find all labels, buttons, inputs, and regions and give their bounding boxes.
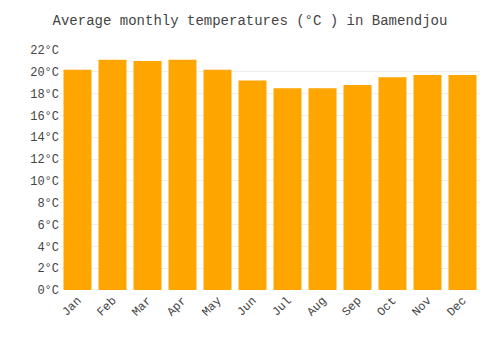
svg-text:Jun: Jun — [234, 294, 259, 319]
svg-text:Nov: Nov — [409, 294, 434, 319]
svg-text:8°C: 8°C — [37, 197, 59, 211]
svg-text:Sep: Sep — [339, 294, 364, 319]
svg-text:Apr: Apr — [164, 294, 189, 319]
svg-text:Feb: Feb — [94, 294, 119, 319]
svg-text:10°C: 10°C — [30, 175, 59, 189]
svg-text:0°C: 0°C — [37, 284, 59, 298]
svg-text:14°C: 14°C — [30, 131, 59, 145]
svg-text:May: May — [199, 294, 224, 319]
svg-text:Average monthly temperatures (: Average monthly temperatures (°C ) in Ba… — [53, 13, 448, 29]
svg-text:Jul: Jul — [269, 294, 294, 319]
svg-text:Mar: Mar — [129, 294, 154, 319]
svg-text:22°C: 22°C — [30, 44, 59, 58]
svg-text:18°C: 18°C — [30, 88, 59, 102]
svg-text:Jan: Jan — [59, 294, 84, 319]
svg-text:Dec: Dec — [444, 294, 469, 319]
svg-text:16°C: 16°C — [30, 110, 59, 124]
svg-text:20°C: 20°C — [30, 66, 59, 80]
svg-text:Oct: Oct — [374, 294, 399, 319]
svg-text:6°C: 6°C — [37, 219, 59, 233]
svg-text:2°C: 2°C — [37, 262, 59, 276]
svg-text:4°C: 4°C — [37, 241, 59, 255]
svg-text:Aug: Aug — [304, 294, 329, 319]
svg-text:12°C: 12°C — [30, 153, 59, 167]
